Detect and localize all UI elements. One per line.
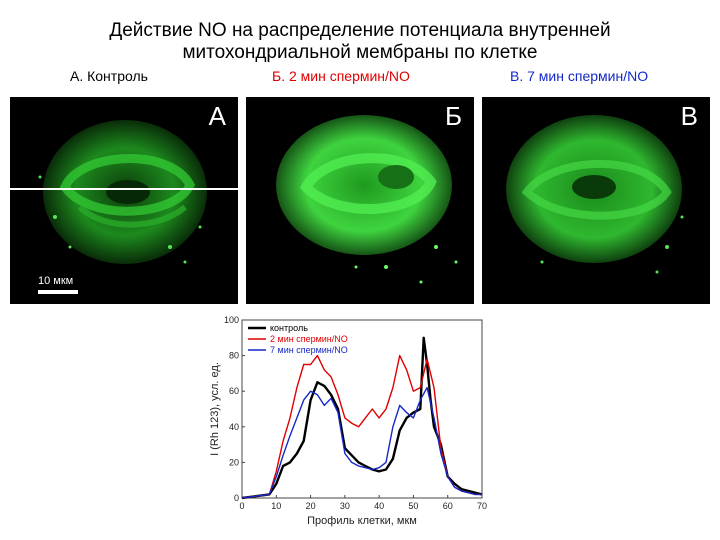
y-tick-label: 80 <box>229 351 239 361</box>
x-tick-label: 10 <box>271 501 281 511</box>
y-axis-title: I (Rh 123), усл. ед. <box>209 362 221 456</box>
y-tick-label: 60 <box>229 386 239 396</box>
legend-label-2: 2 мин спермин/NO <box>270 334 348 344</box>
x-tick-label: 0 <box>239 501 244 511</box>
x-tick-label: 20 <box>306 501 316 511</box>
micrograph-7min: В <box>482 97 710 304</box>
micrograph-control: А 10 мкм <box>10 97 238 304</box>
page-title: Действие NO на распределение потенциала … <box>0 20 720 64</box>
legend-label-1: контроль <box>270 323 308 333</box>
micrograph-2min-image <box>276 115 458 284</box>
micrograph-7min-image <box>506 115 684 274</box>
panel-letter-b: Б <box>444 101 462 131</box>
micrograph-control-image <box>10 120 238 264</box>
scale-bar-label: 10 мкм <box>38 275 74 287</box>
micrograph-2min: Б <box>246 97 474 304</box>
x-tick-label: 60 <box>443 501 453 511</box>
title-line-1: Действие NO на распределение потенциала … <box>109 20 611 41</box>
panel-letter-c: В <box>680 101 698 131</box>
series-line-3 <box>241 386 482 499</box>
legend-label-3: 7 мин спермин/NO <box>270 345 348 355</box>
y-tick-label: 40 <box>229 422 239 432</box>
scale-bar <box>38 290 78 294</box>
title-line-2: митохондриальной мембраны по клетке <box>182 42 538 63</box>
x-axis-title: Профиль клетки, мкм <box>307 515 417 527</box>
panel-label-a: А. Контроль <box>70 68 148 84</box>
y-tick-label: 20 <box>229 457 239 467</box>
x-tick-label: 50 <box>408 501 418 511</box>
panel-label-c: В. 7 мин спермин/NO <box>510 68 649 84</box>
panel-letter-a: А <box>208 101 226 131</box>
series-line-2 <box>241 354 482 499</box>
y-tick-label: 100 <box>224 315 239 325</box>
x-tick-label: 40 <box>374 501 384 511</box>
x-tick-label: 70 <box>477 501 487 511</box>
panel-label-b: Б. 2 мин спермин/NO <box>272 68 410 84</box>
y-tick-label: 0 <box>234 493 239 503</box>
x-tick-label: 30 <box>340 501 350 511</box>
profile-chart: 0 10 20 30 40 50 60 70 0 20 40 60 80 100 контроль 2 ми… <box>206 312 490 530</box>
